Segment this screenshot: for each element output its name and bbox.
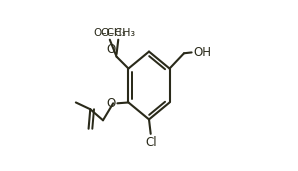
Text: O–CH₃: O–CH₃ [93, 28, 126, 38]
Text: O: O [106, 97, 116, 110]
Text: OH: OH [193, 46, 211, 59]
Text: O–CH₃: O–CH₃ [101, 28, 136, 38]
Text: O: O [106, 43, 116, 56]
Text: Cl: Cl [145, 136, 156, 149]
